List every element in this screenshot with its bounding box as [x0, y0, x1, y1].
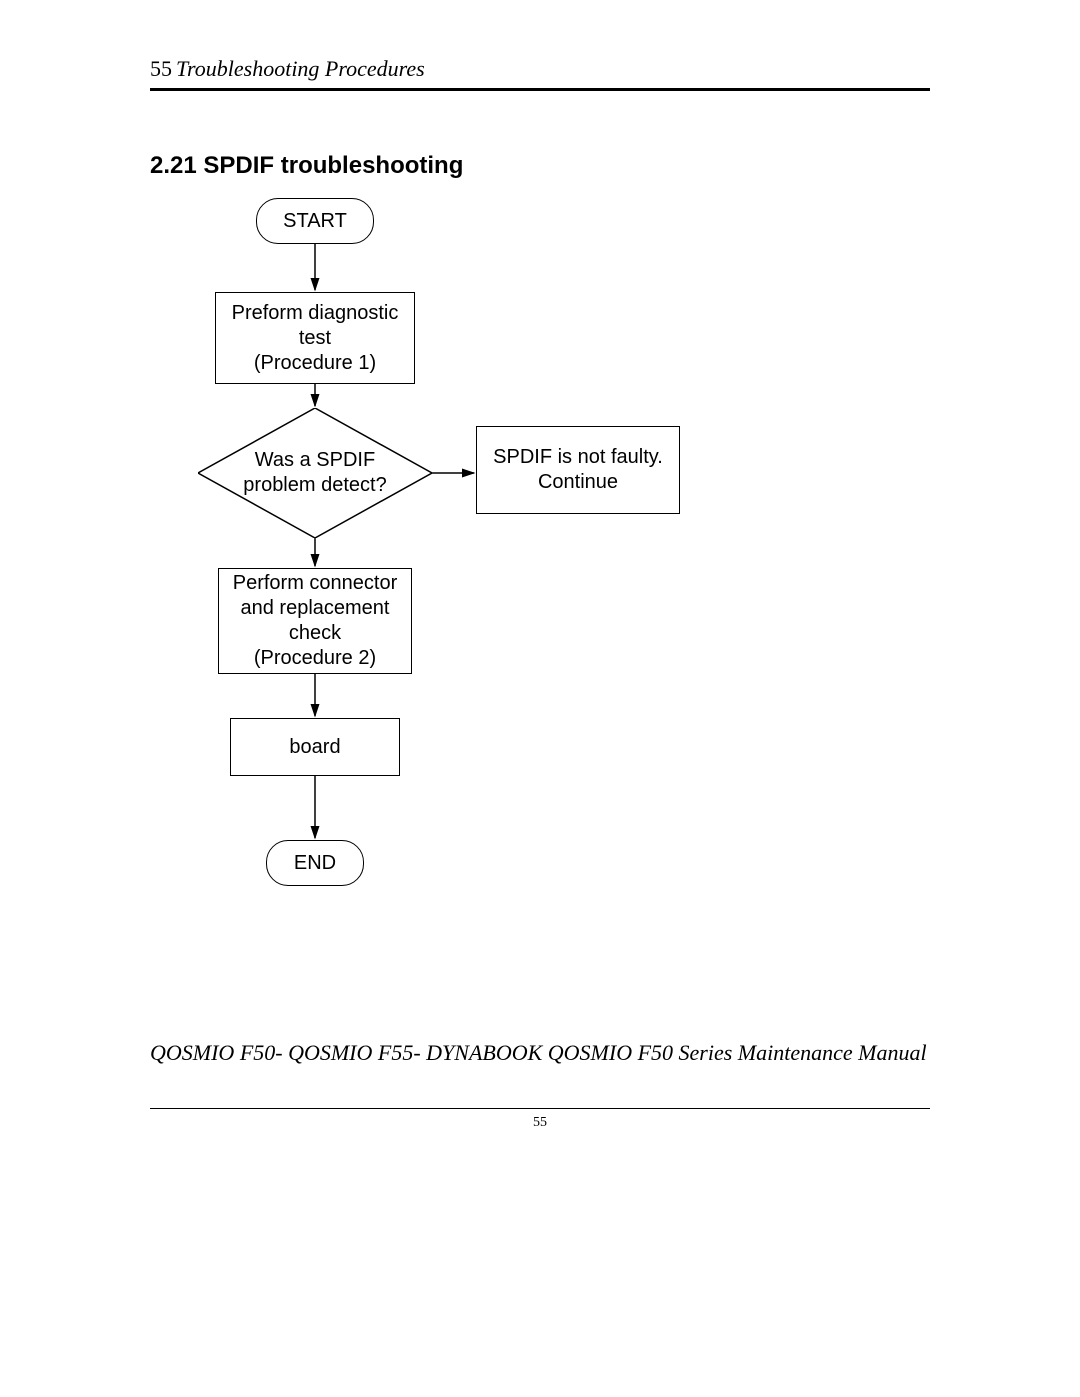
flow-not-faulty: SPDIF is not faulty. Continue [476, 426, 680, 514]
flow-end: END [266, 840, 364, 886]
flow-decision: Was a SPDIF problem detect? [198, 408, 432, 538]
footer-rule [150, 1108, 930, 1109]
flow-proc1: Preform diagnostic test (Procedure 1) [215, 292, 415, 384]
footer-rule-wrap: 55 [150, 1108, 930, 1131]
flow-start: START [256, 198, 374, 244]
header-chapter: Troubleshooting Procedures [176, 56, 425, 81]
footer-page-num: 55 [150, 1115, 930, 1131]
page-header: 55 Troubleshooting Procedures [150, 56, 930, 91]
header-rule [150, 88, 930, 91]
flow-proc2: Perform connector and replacement check … [218, 568, 412, 674]
footer-text: QOSMIO F50- QOSMIO F55- DYNABOOK QOSMIO … [150, 1040, 930, 1066]
section-title: 2.21 SPDIF troubleshooting [150, 152, 463, 180]
flow-board: board [230, 718, 400, 776]
page: 55 Troubleshooting Procedures 2.21 SPDIF… [0, 0, 1080, 1397]
page-footer: QOSMIO F50- QOSMIO F55- DYNABOOK QOSMIO … [150, 1040, 930, 1066]
flowchart: START Preform diagnostic test (Procedure… [150, 195, 800, 925]
header-page-num: 55 [150, 56, 172, 81]
